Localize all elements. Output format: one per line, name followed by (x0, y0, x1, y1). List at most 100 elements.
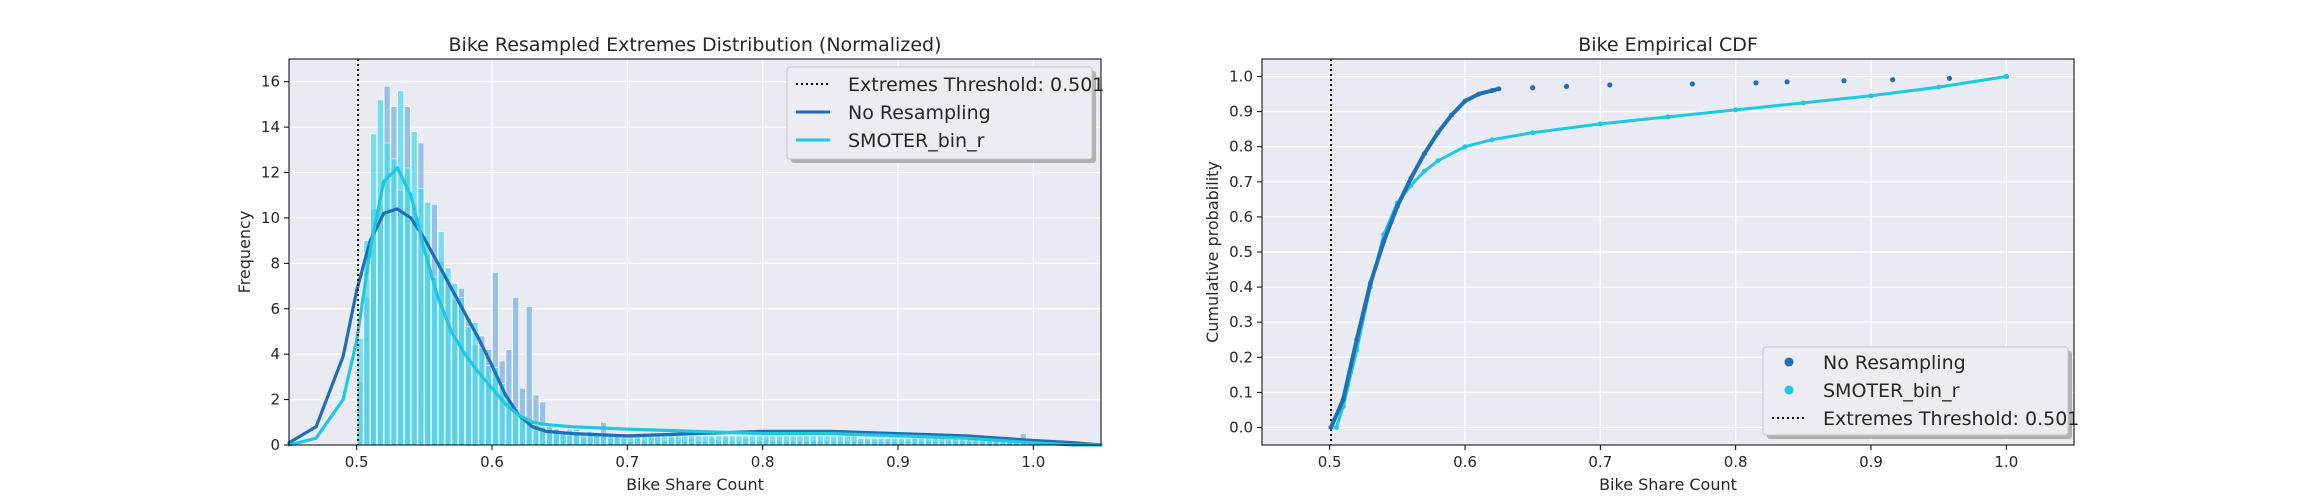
right-y-tick-label: 0.3 (1229, 313, 1253, 331)
smoter-hist-bar (783, 435, 790, 446)
smoter-hist-bar (397, 90, 404, 446)
no-resampling-cdf-outlier-point (1841, 78, 1847, 84)
smoter-hist-bar (850, 435, 858, 446)
left-x-tick-label: 1.0 (1021, 453, 1045, 471)
right-x-tick-label: 0.7 (1588, 453, 1612, 471)
smoter-cdf-point (1733, 107, 1739, 113)
smoter-hist-bar (979, 440, 986, 446)
right-y-tick-label: 0.6 (1229, 208, 1253, 226)
right-y-tick-label: 0.4 (1229, 278, 1253, 296)
right-chart-title: Bike Empirical CDF (1578, 34, 1758, 56)
no-resampling-cdf-point (1448, 112, 1454, 118)
smoter-hist-bar (708, 435, 716, 446)
smoter-hist-bar (370, 133, 377, 446)
smoter-hist-bar (762, 435, 770, 446)
smoter-hist-bar (715, 435, 722, 446)
no-resampling-cdf-point (1367, 281, 1373, 287)
left-y-tick-label: 4 (270, 345, 280, 363)
cdf-chart: 0.5 0.6 0.7 0.8 0.9 1.0 0.0 0.1 0.2 0.3 0.4 0.5 0.6 0… (1203, 34, 2079, 494)
no-resampling-cdf-point (1354, 337, 1360, 343)
smoter-hist-bar (566, 428, 574, 446)
smoter-hist-bar (444, 267, 452, 446)
left-x-tick-label: 0.5 (345, 453, 369, 471)
smoter-cdf-point (1936, 84, 1942, 90)
left-y-tick-label: 12 (261, 164, 280, 182)
left-legend-box (786, 66, 1093, 160)
no-resampling-cdf-outlier-point (1753, 80, 1759, 86)
right-x-tick-label: 0.6 (1453, 453, 1477, 471)
smoter-cdf-point (1800, 100, 1806, 106)
right-y-tick-label: 0.2 (1229, 348, 1253, 366)
smoter-kde-line (287, 166, 1103, 447)
legend-smoter-label-cdf: SMOTER_bin_r (1823, 380, 1960, 402)
smoter-hist-bar (654, 435, 662, 446)
smoter-hist-bar (647, 435, 655, 446)
smoter-hist-bar (695, 435, 702, 446)
smoter-hist-bar (816, 435, 824, 446)
smoter-hist-bar (668, 435, 675, 446)
smoter-hist-bar (451, 283, 459, 446)
smoter-hist-bar (688, 435, 695, 446)
smoter-hist-bar (546, 426, 553, 446)
no-resampling-cdf-outlier-point (1607, 82, 1613, 88)
right-x-axis-label: Bike Share Count (1599, 475, 1737, 494)
smoter-cdf-point (1489, 137, 1495, 143)
no-resampling-cdf-point (1476, 91, 1482, 97)
smoter-hist-bar (938, 437, 946, 446)
smoter-hist-bar (471, 322, 479, 446)
smoter-hist-bar (931, 437, 939, 446)
smoter-hist-bar (728, 435, 736, 446)
right-y-tick-label: 1.0 (1229, 68, 1253, 86)
left-y-axis-label: Frequency (235, 211, 254, 294)
right-legend: No Resampling SMOTER_bin_r Extremes Thre… (1762, 346, 2079, 439)
left-x-axis-label: Bike Share Count (626, 475, 764, 494)
smoter-hist-bar (485, 365, 492, 446)
legend-no-resampling-label-cdf: No Resampling (1823, 352, 1966, 374)
no-resampling-cdf-point (1496, 86, 1502, 92)
smoter-hist-bar (661, 435, 668, 446)
legend-smoter-marker (1784, 385, 1794, 395)
no-resampling-cdf-point (1421, 151, 1427, 157)
smoter-hist-bar (701, 435, 709, 446)
smoter-hist-bar (377, 99, 384, 446)
legend-threshold-label: Extremes Threshold: 0.501 (848, 74, 1104, 96)
left-x-tick-label: 0.7 (615, 453, 639, 471)
smoter-cdf-point (1333, 424, 1339, 430)
smoter-hist-bar (904, 437, 912, 446)
no-resampling-cdf-outlier-point (1946, 75, 1953, 81)
smoter-cdf-point (1597, 121, 1603, 127)
smoter-hist-bar (911, 437, 919, 446)
right-y-tick-label: 0.5 (1229, 243, 1253, 261)
right-y-axis-label: Cumulative probability (1203, 161, 1222, 343)
smoter-cdf-point (1421, 168, 1427, 174)
smoter-hist-bar (410, 131, 418, 446)
smoter-hist-bar (837, 435, 844, 446)
no-resampling-cdf-outlier-point (1784, 79, 1790, 85)
smoter-hist-bar (722, 435, 729, 446)
smoter-hist-bar (674, 435, 682, 446)
smoter-cdf-point (1665, 114, 1671, 120)
smoter-cdf-point (1868, 93, 1874, 99)
smoter-cdf-point (1435, 158, 1441, 164)
left-legend: Extremes Threshold: 0.501 No Resampling … (786, 66, 1104, 163)
smoter-hist-bar (755, 435, 763, 446)
right-x-tick-label: 1.0 (1994, 453, 2018, 471)
no-resampling-cdf-point (1381, 238, 1387, 244)
smoter-hist-bar (864, 437, 871, 446)
no-resampling-cdf-point (1489, 88, 1495, 94)
right-y-tick-label: 0.0 (1229, 418, 1253, 436)
left-y-tick-label: 6 (270, 300, 280, 318)
smoter-hist-bar (925, 437, 932, 446)
smoter-hist-bar (830, 435, 838, 446)
no-resampling-cdf-point (1340, 396, 1346, 402)
right-x-tick-label: 0.5 (1318, 453, 1342, 471)
smoter-hist-bar (742, 435, 750, 446)
legend-threshold-label-cdf: Extremes Threshold: 0.501 (1823, 408, 2079, 430)
no-resampling-cdf-outlier-point (1530, 85, 1536, 91)
left-x-tick-label: 0.9 (886, 453, 910, 471)
legend-no-resampling-marker (1784, 357, 1794, 367)
left-y-tick-label: 14 (261, 118, 280, 136)
left-chart-title: Bike Resampled Extremes Distribution (No… (449, 34, 942, 56)
smoter-hist-bar (789, 435, 797, 446)
